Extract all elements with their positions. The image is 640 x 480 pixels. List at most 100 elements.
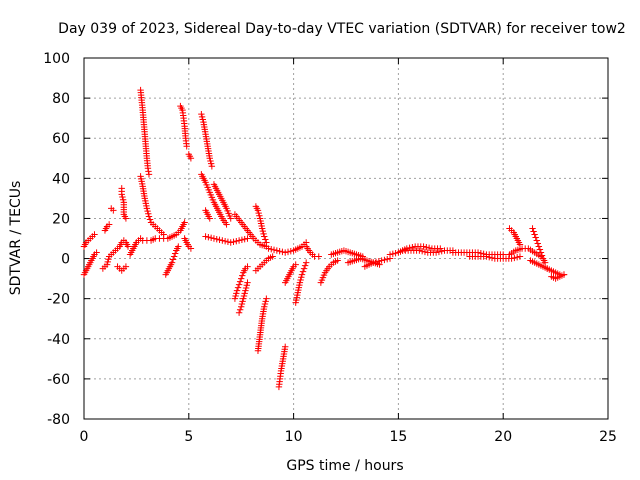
- data-point: [145, 213, 153, 220]
- data-point: [418, 248, 426, 255]
- data-point: [254, 207, 262, 214]
- data-point: [144, 207, 151, 215]
- data-point: [168, 259, 176, 266]
- data-point: [238, 275, 245, 282]
- series-arc-16: [181, 235, 195, 252]
- data-point: [420, 243, 427, 250]
- data-point: [181, 219, 188, 226]
- series-arc-01: [80, 249, 100, 278]
- data-point: [242, 287, 249, 294]
- data-point: [233, 287, 241, 294]
- data-point: [299, 268, 307, 275]
- series-arc-30: [282, 261, 299, 286]
- x-axis: 0 5 10 15 20 25: [80, 58, 617, 445]
- data-point: [256, 212, 263, 219]
- data-point: [223, 221, 230, 228]
- data-point: [296, 279, 304, 286]
- data-point: [242, 284, 250, 292]
- data-point: [145, 210, 152, 217]
- series-arc-26: [254, 295, 270, 355]
- data-point: [259, 227, 267, 235]
- data-point: [208, 163, 216, 170]
- data-point: [234, 284, 242, 291]
- data-point: [432, 249, 440, 256]
- data-point: [534, 240, 541, 247]
- data-point: [227, 239, 234, 246]
- y-tick-label: 80: [52, 91, 70, 107]
- y-tick-label: -40: [47, 332, 70, 348]
- x-tick-label: 20: [494, 429, 512, 445]
- data-point: [119, 196, 127, 203]
- data-point: [233, 237, 240, 245]
- plot-frame: [83, 57, 609, 420]
- series-arc-09: [126, 235, 144, 258]
- data-point: [483, 253, 490, 260]
- data-point: [270, 246, 278, 254]
- data-point: [269, 253, 276, 260]
- data-point: [297, 276, 304, 284]
- series-arc-25: [252, 203, 270, 246]
- data-point: [207, 157, 214, 165]
- data-point: [425, 244, 433, 252]
- series-arc-40: [466, 253, 524, 262]
- data-point: [261, 233, 268, 240]
- data-point: [409, 243, 416, 251]
- series-arc-23: [235, 279, 251, 316]
- data-point: [284, 248, 292, 256]
- data-point: [144, 165, 152, 172]
- x-tick-label: 15: [389, 429, 407, 445]
- data-point: [170, 253, 178, 260]
- data-point: [513, 254, 521, 261]
- series-arc-46: [548, 271, 568, 282]
- data-point: [282, 343, 289, 350]
- data-point: [292, 261, 299, 268]
- series-arc-13: [162, 243, 182, 278]
- data-point: [105, 221, 113, 228]
- x-tick-label: 10: [285, 429, 303, 445]
- data-point: [183, 143, 190, 150]
- series-arc-29: [275, 343, 289, 391]
- data-point: [238, 303, 245, 310]
- data-point: [268, 245, 275, 253]
- y-tick-label: 100: [43, 51, 70, 67]
- series-arc-20: [210, 181, 234, 222]
- data-point: [207, 234, 215, 242]
- data-point: [231, 295, 239, 302]
- data-point: [205, 233, 212, 241]
- data-point: [105, 256, 112, 263]
- data-point: [175, 243, 182, 250]
- data-point: [238, 300, 246, 308]
- data-point: [216, 236, 223, 244]
- data-point: [282, 249, 289, 256]
- series-arc-31: [292, 259, 310, 306]
- data-point: [239, 272, 246, 279]
- data-point: [375, 258, 383, 265]
- data-point: [372, 258, 380, 266]
- data-point: [187, 155, 195, 162]
- data-point: [261, 303, 268, 310]
- data-point: [263, 295, 270, 302]
- series-arc-43: [529, 225, 549, 266]
- data-point: [262, 236, 269, 243]
- data-point: [532, 234, 539, 241]
- data-point: [206, 215, 213, 222]
- data-point: [516, 253, 524, 260]
- data-point: [536, 246, 544, 253]
- data-point: [236, 278, 244, 285]
- series-arc-04: [101, 221, 113, 234]
- data-point: [206, 155, 213, 162]
- data-point: [169, 256, 177, 263]
- data-point: [298, 274, 305, 281]
- series-arc-14: [177, 102, 190, 150]
- data-point: [145, 168, 152, 175]
- data-point: [219, 237, 226, 244]
- data-point: [145, 171, 153, 178]
- data-point: [263, 239, 270, 246]
- data-point: [239, 298, 246, 305]
- data-point: [198, 113, 206, 121]
- data-point: [235, 309, 243, 316]
- data-point: [334, 257, 341, 264]
- series-arc-34: [328, 247, 366, 260]
- series-arc-38: [399, 247, 457, 256]
- data-point: [235, 281, 243, 288]
